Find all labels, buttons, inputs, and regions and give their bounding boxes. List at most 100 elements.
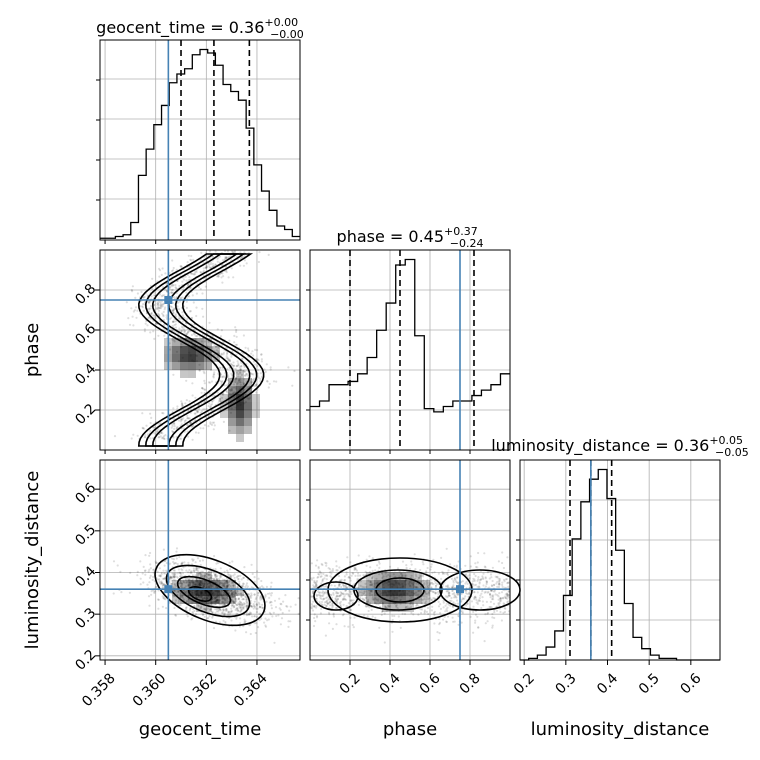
sample-point: [213, 578, 216, 581]
sample-point: [275, 380, 278, 383]
sample-point: [193, 577, 196, 580]
sample-point: [172, 330, 176, 333]
sample-point: [257, 376, 260, 379]
sample-point: [259, 605, 262, 608]
sample-point: [457, 614, 460, 618]
sample-point: [205, 265, 209, 268]
sample-point: [207, 404, 210, 408]
sample-point: [260, 353, 263, 356]
sample-point: [450, 577, 453, 581]
sample-point: [161, 432, 164, 435]
sample-point: [217, 346, 220, 349]
sample-point: [312, 590, 315, 593]
sample-point: [258, 606, 261, 609]
sample-point: [242, 264, 245, 267]
density-cell: [390, 596, 398, 604]
sample-point: [476, 561, 479, 564]
sample-point: [180, 568, 183, 571]
sample-point: [386, 606, 389, 610]
sample-point: [265, 585, 268, 589]
sample-point: [501, 551, 504, 554]
sample-point: [279, 623, 282, 626]
sample-point: [180, 403, 183, 406]
sample-point: [208, 263, 211, 266]
sample-point: [239, 264, 242, 267]
sample-point: [243, 594, 246, 597]
sample-point: [436, 631, 439, 634]
sample-point: [251, 350, 254, 353]
sample-point: [162, 310, 165, 313]
sample-point: [319, 575, 322, 579]
sample-point: [229, 589, 232, 593]
grid-1-1: [310, 250, 510, 450]
sample-point: [188, 422, 191, 425]
sample-point: [426, 585, 429, 589]
sample-point: [344, 598, 348, 601]
grid-1-0: [100, 250, 300, 450]
sample-point: [310, 606, 313, 609]
sample-point: [225, 265, 228, 268]
sample-point: [203, 347, 207, 350]
sample-point: [188, 310, 191, 313]
sample-point: [230, 592, 233, 595]
density-cell: [252, 410, 260, 418]
density-cell: [398, 596, 406, 604]
sample-point: [204, 572, 207, 575]
sample-point: [431, 571, 434, 574]
sample-point: [314, 620, 317, 623]
sample-point: [461, 580, 464, 583]
sample-point: [195, 567, 198, 570]
sample-point: [268, 592, 271, 595]
sample-point: [180, 423, 183, 426]
sample-point: [444, 595, 447, 598]
sample-point: [291, 384, 294, 387]
sample-point: [235, 593, 239, 597]
sample-point: [255, 615, 258, 619]
sample-point: [214, 345, 217, 348]
sample-point: [174, 562, 178, 565]
sample-point: [474, 619, 477, 622]
sample-point: [320, 595, 324, 598]
sample-point: [258, 612, 261, 615]
sample-point: [383, 612, 386, 615]
sample-point: [484, 566, 487, 569]
sample-point: [343, 598, 346, 601]
sample-point: [157, 607, 160, 610]
sample-point: [170, 582, 173, 585]
sample-point: [163, 577, 166, 580]
sample-point: [312, 590, 315, 593]
sample-point: [377, 599, 380, 602]
sample-point: [164, 598, 167, 601]
sample-point: [452, 584, 455, 587]
sample-point: [371, 615, 374, 618]
sample-point: [197, 286, 200, 289]
sample-point: [421, 598, 424, 602]
sample-point: [211, 346, 214, 349]
sample-point: [344, 585, 347, 588]
sample-point: [423, 610, 426, 613]
sample-point: [171, 329, 174, 332]
sample-point: [164, 572, 167, 575]
histogram-geocent_time: [100, 48, 300, 239]
xtick-label-geocent_time: 0.358: [79, 670, 119, 710]
sample-point: [213, 343, 216, 347]
density-cell: [172, 354, 180, 362]
sample-point: [178, 571, 182, 575]
sample-point: [260, 585, 264, 588]
sample-point: [148, 581, 151, 584]
sample-point: [485, 580, 488, 584]
sample-point: [241, 598, 244, 601]
sample-point: [477, 626, 480, 629]
sample-point: [141, 572, 144, 575]
sample-point: [201, 559, 204, 562]
sample-point: [230, 610, 233, 613]
sample-point: [186, 417, 189, 420]
density-cell: [406, 604, 414, 612]
sample-point: [507, 585, 510, 588]
sample-point: [225, 257, 228, 260]
sample-point: [215, 575, 218, 578]
sample-point: [202, 408, 205, 411]
sample-point: [153, 294, 156, 297]
sample-point: [498, 592, 501, 595]
sample-point: [320, 572, 323, 575]
